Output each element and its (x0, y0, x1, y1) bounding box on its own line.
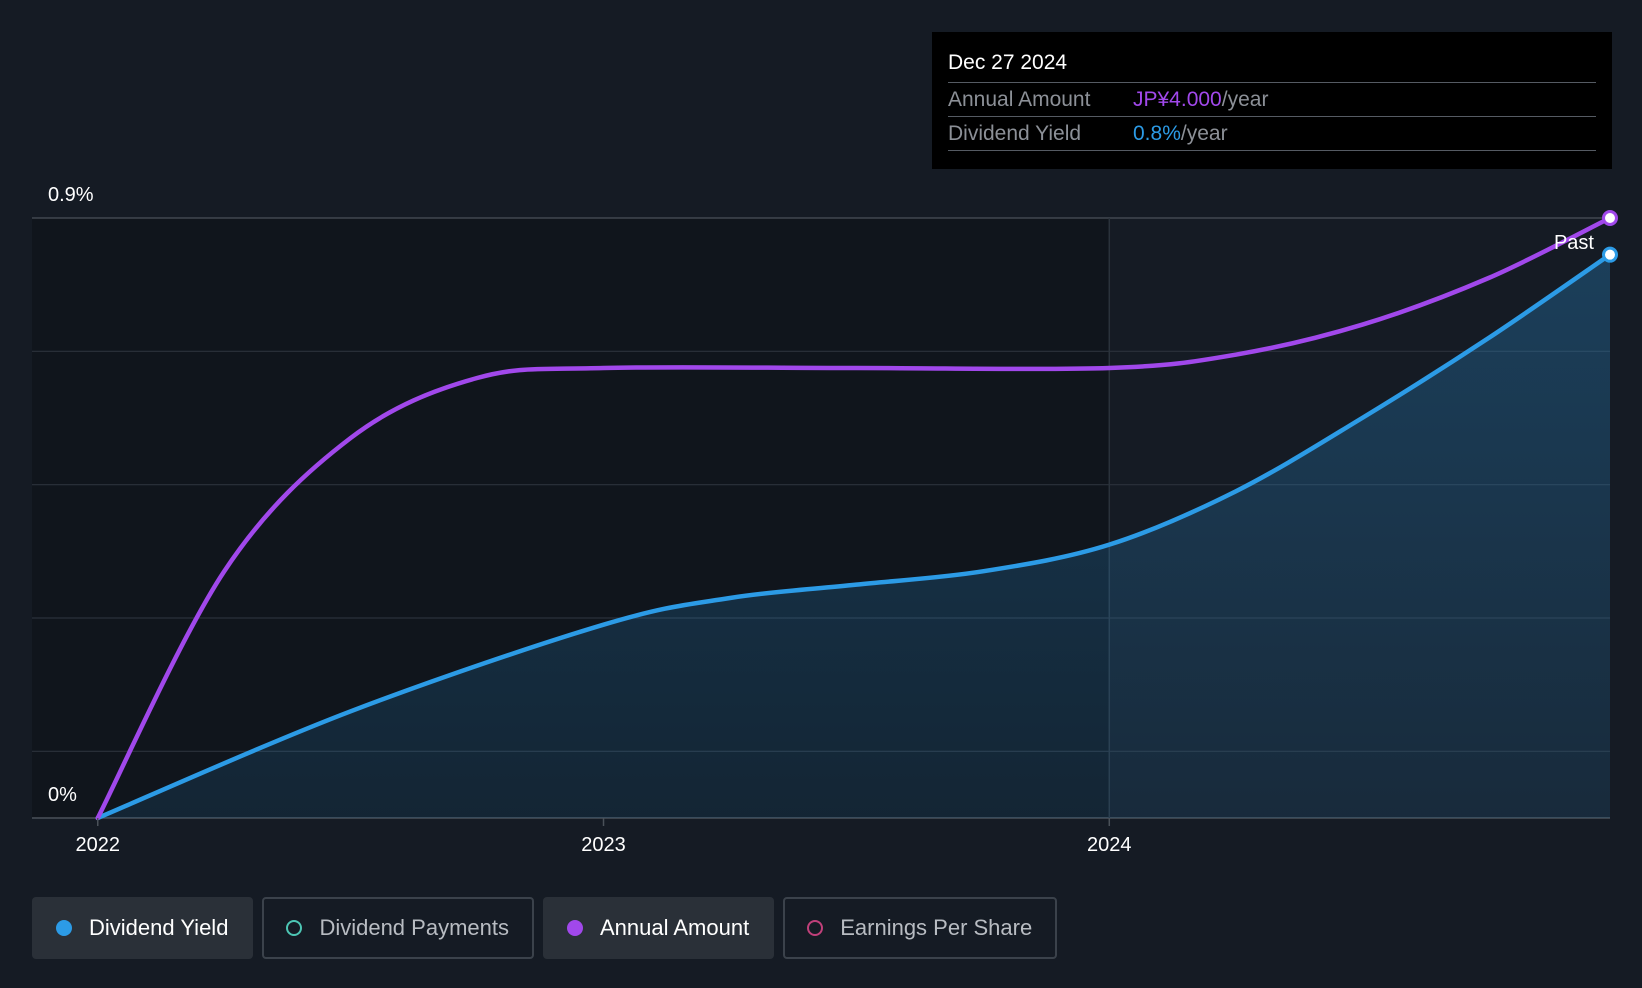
tooltip-yield-unit: /year (1180, 121, 1228, 145)
tooltip-annual-unit: /year (1221, 87, 1269, 111)
legend-label: Dividend Payments (319, 915, 509, 940)
tooltip-date: Dec 27 2024 (948, 51, 1068, 74)
y-tick-label: 0.9% (48, 184, 94, 206)
legend-annual-amount-button[interactable]: Annual Amount (542, 897, 775, 959)
y-tick-label: 0% (48, 784, 77, 806)
dividend-yield-line (95, 252, 1613, 821)
legend-label: Annual Amount (599, 915, 750, 940)
tooltip-yield-row: Dividend Yield 0.8% /year (948, 116, 1596, 151)
filled-circle-icon (56, 920, 72, 936)
series-layer (95, 210, 1618, 821)
legend-label: Dividend Yield (89, 915, 229, 940)
tooltip-annual-row: Annual Amount JP¥4.000 /year (948, 82, 1596, 116)
x-tick-label: 2023 (581, 834, 626, 856)
tooltip-annual-label: Annual Amount (948, 87, 1091, 111)
legend: Dividend Yield Dividend Payments Annual … (32, 897, 1058, 959)
tooltip-yield-value: 0.8% (1133, 121, 1181, 145)
dividend-yield-end-point (1602, 246, 1618, 263)
annual-amount-end-point (1602, 210, 1618, 226)
tooltip-yield-label: Dividend Yield (948, 121, 1082, 145)
past-label: Past (1554, 232, 1594, 254)
dividend-yield-area (97, 254, 1610, 818)
filled-circle-icon (566, 920, 583, 936)
tooltip-annual-value: JP¥4.000 (1133, 87, 1222, 111)
tooltip: Dec 27 2024 Annual Amount JP¥4.000 /year… (932, 32, 1612, 169)
hollow-circle-icon (807, 920, 824, 936)
legend-dividend-yield-button[interactable]: Dividend Yield (32, 897, 254, 959)
x-tick-label: 2022 (76, 834, 121, 856)
legend-label: Earnings Per Share (840, 915, 1033, 940)
axis-layer: 0.9% 0% 2022 2023 2024 Past (48, 184, 1594, 856)
x-tick-label: 2024 (1087, 834, 1132, 856)
legend-earnings-per-share-button[interactable]: Earnings Per Share (783, 897, 1058, 959)
annual-amount-line (95, 215, 1613, 821)
legend-dividend-payments-button[interactable]: Dividend Payments (262, 897, 534, 959)
hollow-circle-icon (286, 920, 303, 936)
